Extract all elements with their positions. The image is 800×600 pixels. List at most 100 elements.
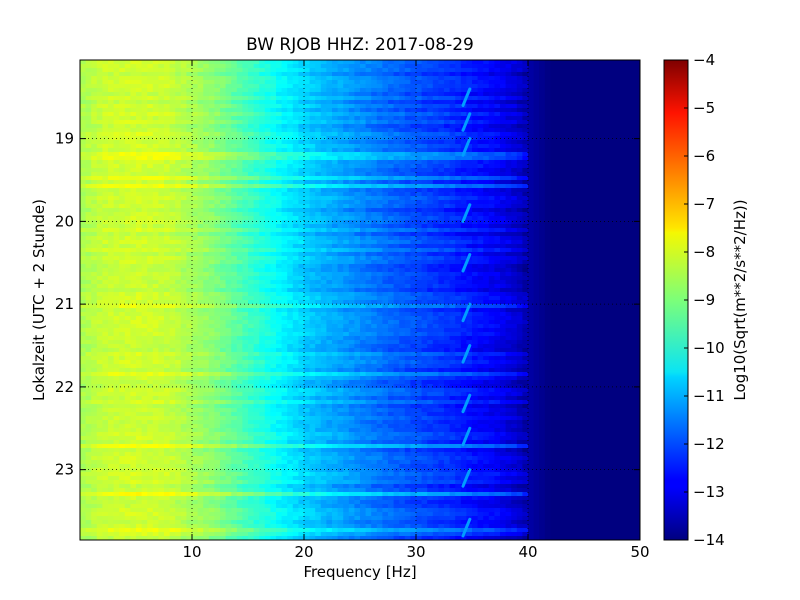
heatmap-cell bbox=[158, 200, 165, 205]
heatmap-cell bbox=[108, 224, 114, 229]
heatmap-cell bbox=[511, 176, 518, 181]
heatmap-cell bbox=[208, 152, 215, 157]
heatmap-cell bbox=[309, 64, 316, 69]
heatmap-cell bbox=[337, 164, 344, 169]
heatmap-cell bbox=[522, 152, 529, 157]
heatmap-cell bbox=[623, 92, 630, 97]
heatmap-cell bbox=[354, 136, 361, 141]
heatmap-cell bbox=[220, 200, 226, 205]
heatmap-cell bbox=[186, 220, 193, 225]
heatmap-cell bbox=[516, 196, 523, 201]
heatmap-cell bbox=[455, 104, 462, 109]
heatmap-cell bbox=[382, 200, 389, 205]
heatmap-cell bbox=[612, 148, 618, 153]
heatmap-cell bbox=[572, 212, 579, 217]
heatmap-cell bbox=[152, 252, 159, 257]
heatmap-cell bbox=[270, 116, 277, 121]
heatmap-cell bbox=[477, 120, 484, 125]
heatmap-cell bbox=[147, 100, 154, 105]
heatmap-cell bbox=[444, 256, 450, 261]
heatmap-cell bbox=[500, 116, 506, 121]
heatmap-cell bbox=[169, 180, 176, 185]
heatmap-cell bbox=[85, 192, 92, 197]
heatmap-cell bbox=[236, 136, 243, 141]
heatmap-cell bbox=[365, 60, 372, 65]
heatmap-cell bbox=[343, 256, 350, 261]
heatmap-cell bbox=[208, 60, 215, 65]
heatmap-cell bbox=[326, 68, 333, 73]
heatmap-cell bbox=[96, 184, 103, 189]
heatmap-cell bbox=[91, 208, 98, 213]
heatmap-cell bbox=[281, 196, 288, 201]
heatmap-cell bbox=[220, 252, 226, 257]
heatmap-cell bbox=[96, 160, 103, 165]
heatmap-cell bbox=[393, 204, 400, 209]
heatmap-cell bbox=[85, 100, 92, 105]
heatmap-cell bbox=[460, 252, 467, 257]
heatmap-cell bbox=[472, 172, 478, 177]
heatmap-cell bbox=[276, 96, 282, 101]
heatmap-cell bbox=[343, 124, 350, 129]
heatmap-cell bbox=[505, 248, 512, 253]
heatmap-cell bbox=[360, 232, 366, 237]
heatmap-cell bbox=[623, 84, 630, 89]
heatmap-cell bbox=[259, 104, 266, 109]
heatmap-cell bbox=[203, 208, 210, 213]
heatmap-cell bbox=[253, 192, 260, 197]
heatmap-cell bbox=[600, 124, 607, 129]
heatmap-cell bbox=[337, 256, 344, 261]
heatmap-cell bbox=[102, 100, 109, 105]
heatmap-cell bbox=[292, 164, 299, 169]
heatmap-cell bbox=[382, 256, 389, 261]
heatmap-cell bbox=[365, 160, 372, 165]
heatmap-cell bbox=[600, 152, 607, 157]
heatmap-cell bbox=[348, 96, 355, 101]
heatmap-cell bbox=[220, 244, 226, 249]
heatmap-cell bbox=[270, 220, 277, 225]
heatmap-cell bbox=[511, 124, 518, 129]
heatmap-cell bbox=[544, 124, 551, 129]
heatmap-cell bbox=[192, 244, 198, 249]
heatmap-cell bbox=[572, 196, 579, 201]
heatmap-cell bbox=[584, 100, 590, 105]
heatmap-cell bbox=[141, 184, 148, 189]
heatmap-cell bbox=[147, 184, 154, 189]
heatmap-cell bbox=[175, 104, 182, 109]
heatmap-cell bbox=[505, 124, 512, 129]
heatmap-cell bbox=[449, 256, 456, 261]
heatmap-cell bbox=[360, 124, 366, 129]
heatmap-cell bbox=[264, 224, 271, 229]
heatmap-cell bbox=[231, 172, 238, 177]
heatmap-cell bbox=[371, 112, 378, 117]
heatmap-cell bbox=[477, 160, 484, 165]
heatmap-cell bbox=[175, 60, 182, 65]
heatmap-cell bbox=[180, 164, 187, 169]
heatmap-cell bbox=[259, 148, 266, 153]
heatmap-cell bbox=[354, 168, 361, 173]
heatmap-cell bbox=[438, 112, 445, 117]
heatmap-cell bbox=[494, 80, 501, 85]
heatmap-cell bbox=[259, 160, 266, 165]
heatmap-cell bbox=[578, 252, 585, 257]
heatmap-cell bbox=[393, 192, 400, 197]
heatmap-cell bbox=[292, 192, 299, 197]
heatmap-cell bbox=[432, 188, 439, 193]
heatmap-cell bbox=[472, 64, 478, 69]
heatmap-cell bbox=[634, 140, 640, 145]
heatmap-cell bbox=[225, 236, 232, 241]
heatmap-cell bbox=[108, 112, 114, 117]
heatmap-cell bbox=[236, 176, 243, 181]
heatmap-cell bbox=[253, 88, 260, 93]
heatmap-cell bbox=[175, 152, 182, 157]
heatmap-cell bbox=[158, 120, 165, 125]
heatmap-cell bbox=[516, 192, 523, 197]
heatmap-cell bbox=[343, 152, 350, 157]
heatmap-cell bbox=[617, 164, 624, 169]
heatmap-cell bbox=[544, 132, 551, 137]
heatmap-cell bbox=[606, 172, 613, 177]
heatmap-cell bbox=[169, 204, 176, 209]
heatmap-cell bbox=[477, 204, 484, 209]
heatmap-cell bbox=[264, 140, 271, 145]
heatmap-cell bbox=[276, 124, 282, 129]
heatmap-cell bbox=[108, 68, 114, 73]
